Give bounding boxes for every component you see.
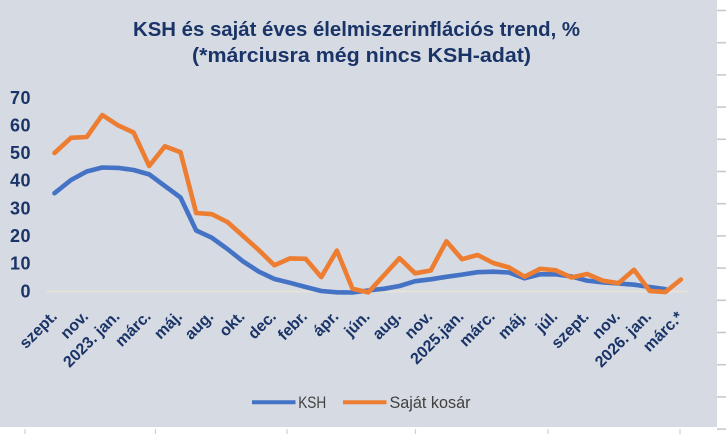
svg-text:60: 60 (10, 115, 31, 135)
svg-text:0: 0 (20, 281, 30, 301)
svg-text:50: 50 (10, 143, 31, 163)
svg-text:márc.: márc. (457, 308, 499, 350)
svg-text:KSH: KSH (298, 393, 326, 412)
svg-text:febr.: febr. (275, 308, 311, 344)
svg-text:KSH és saját éves élelmiszerin: KSH és saját éves élelmiszerinflációs tr… (133, 18, 580, 41)
svg-text:okt.: okt. (216, 308, 248, 340)
svg-text:10: 10 (10, 254, 31, 274)
svg-text:20: 20 (10, 226, 31, 246)
svg-text:szept.: szept. (17, 308, 61, 352)
svg-text:40: 40 (10, 171, 31, 191)
svg-text:70: 70 (10, 88, 31, 108)
svg-text:30: 30 (10, 198, 31, 218)
svg-text:máj.: máj. (495, 308, 530, 343)
svg-text:ápr.: ápr. (310, 308, 342, 340)
svg-text:aug.: aug. (370, 308, 405, 343)
svg-text:jún.: jún. (341, 308, 374, 341)
svg-text:máj.: máj. (151, 308, 186, 343)
svg-text:aug.: aug. (182, 308, 217, 343)
svg-text:Saját kosár: Saját kosár (390, 393, 471, 412)
svg-text:dec.: dec. (245, 308, 280, 343)
svg-text:(*márciusra még nincs KSH-adat: (*márciusra még nincs KSH-adat) (192, 44, 531, 67)
svg-text:márc.: márc. (112, 308, 154, 350)
